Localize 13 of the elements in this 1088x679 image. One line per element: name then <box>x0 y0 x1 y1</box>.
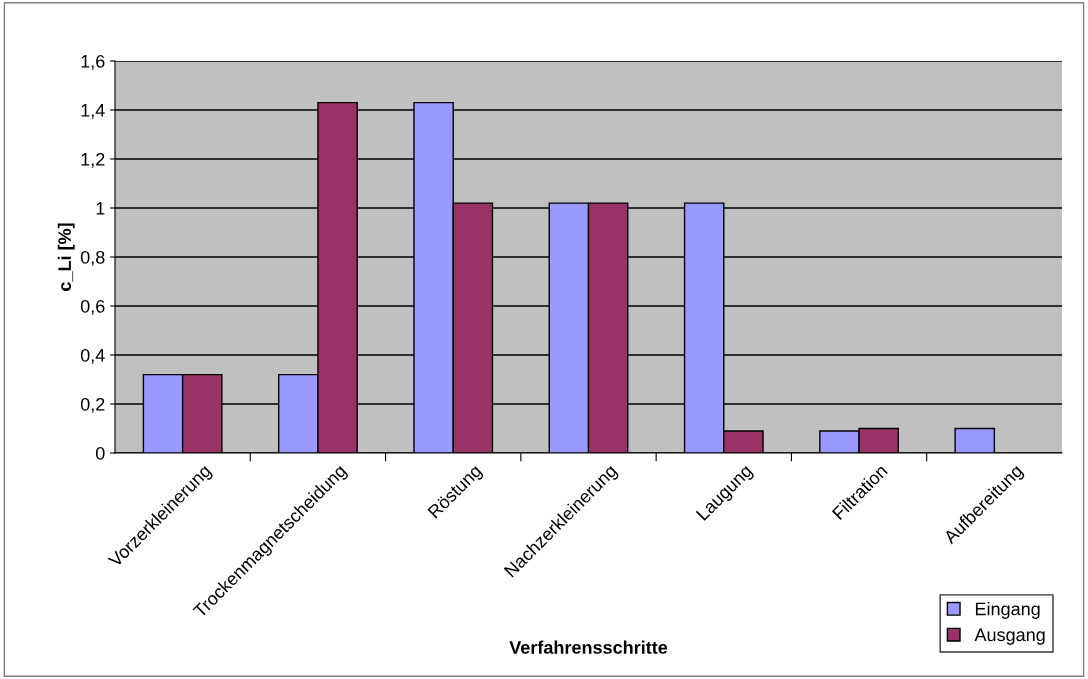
y-tick-label: 1,6 <box>81 54 105 70</box>
y-tick-label: 0,6 <box>80 299 105 315</box>
legend-label: Ausgang <box>974 628 1045 645</box>
y-tick-label: 0,8 <box>80 250 105 266</box>
y-tick-label: 1,2 <box>81 152 105 168</box>
y-axis-title: c_Li [%] <box>57 223 75 291</box>
y-tick-label: 0 <box>95 446 105 460</box>
y-tick-label: 0,2 <box>80 397 105 413</box>
y-tick-label: 0,4 <box>80 348 105 364</box>
legend-label: Eingang <box>975 602 1040 619</box>
x-axis-title: Verfahrensschritte <box>509 640 668 654</box>
y-tick-label: 1 <box>96 202 105 215</box>
y-tick-label: 1,4 <box>81 104 105 119</box>
